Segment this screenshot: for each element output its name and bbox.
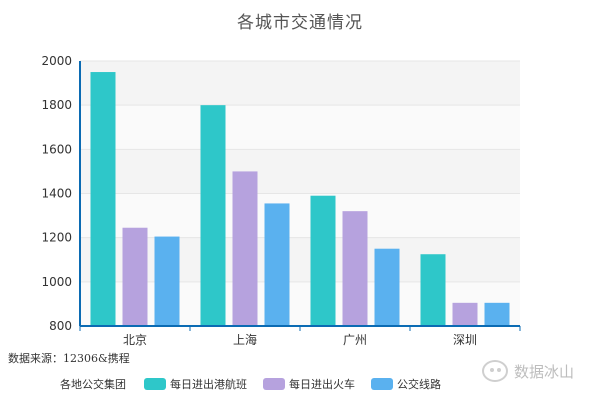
plot-band [80,61,520,106]
bar-北京-每日进出港航班 [90,72,116,327]
y-tick-label: 1000 [41,275,72,289]
bar-北京-每日进出火车 [122,227,148,326]
bar-上海-公交线路 [264,203,290,326]
legend-title: 各地公交集团 [60,378,126,391]
bar-深圳-每日进出港航班 [420,254,446,326]
legend-label-bus: 公交线路 [397,378,441,391]
plot-band [80,105,520,150]
x-axis-ticks: 北京 上海 广州 深圳 [79,326,521,347]
bar-广州-公交线路 [374,248,400,326]
plot-band [80,281,520,326]
bar-北京-公交线路 [154,236,180,326]
y-tick-label: 1800 [41,98,72,112]
legend-swatch-flights [144,378,166,390]
chart-title: 各城市交通情况 [237,13,363,33]
x-tick-label: 上海 [233,332,257,347]
watermark: 数据冰山 [482,360,574,382]
watermark-text: 数据冰山 [514,362,575,381]
plot-band [80,237,520,282]
bar-深圳-公交线路 [484,302,510,326]
wechat-logo-icon [482,360,508,382]
y-tick-label: 2000 [41,54,72,68]
y-tick-label: 800 [49,319,72,333]
plot-band [80,193,520,238]
plot-bands [80,61,520,326]
data-source-note: 数据来源：12306&携程 [8,352,130,365]
x-tick-label: 北京 [123,333,147,347]
bar-上海-每日进出火车 [232,171,258,326]
legend-label-flights: 每日进出港航班 [170,378,247,391]
y-tick-label: 1600 [41,142,72,156]
legend-item-flights[interactable]: 每日进出港航班 [144,376,247,392]
legend-label-trains: 每日进出火车 [289,378,355,391]
bar-广州-每日进出火车 [342,211,368,326]
x-tick-label: 深圳 [453,333,477,347]
bar-深圳-每日进出火车 [452,302,478,326]
legend-item-trains[interactable]: 每日进出火车 [263,376,355,392]
y-tick-label: 1200 [41,231,72,245]
y-axis-ticks: 800 1000 1200 1400 1600 1800 2000 [41,54,72,333]
plot-band [80,149,520,194]
bar-广州-每日进出港航班 [310,195,336,326]
legend-item-bus[interactable]: 公交线路 [371,376,441,392]
y-tick-label: 1400 [41,187,72,201]
legend-swatch-bus [371,378,393,390]
legend-swatch-trains [263,378,285,390]
bar-上海-每日进出港航班 [200,105,226,327]
bars [90,72,510,327]
legend: 各地公交集团 每日进出港航班 每日进出火车 公交线路 [60,376,451,392]
x-tick-label: 广州 [343,333,367,347]
